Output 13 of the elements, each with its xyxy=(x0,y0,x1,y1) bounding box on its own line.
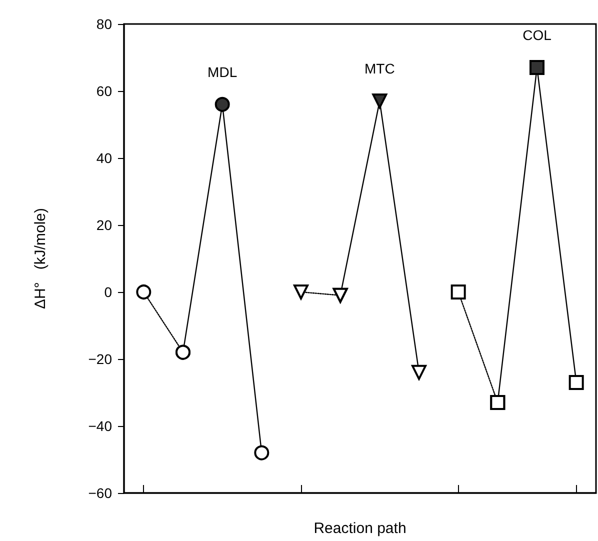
y-tick-label: −20 xyxy=(88,351,112,367)
y-tick-label: 80 xyxy=(96,16,112,32)
y-tick-label: −60 xyxy=(88,485,112,501)
y-tick-label: 40 xyxy=(96,150,112,166)
y-tick-label: −40 xyxy=(88,418,112,434)
y-tick-label: 60 xyxy=(96,83,112,99)
y-tick-label: 0 xyxy=(104,284,112,300)
series-label: MTC xyxy=(364,60,395,77)
series-label: COL xyxy=(522,27,552,44)
x-axis-title: Reaction path xyxy=(314,520,406,537)
series-label: MDL xyxy=(208,64,238,80)
y-axis-title: ΔH° (kJ/mole) xyxy=(32,208,49,310)
y-tick-label: 20 xyxy=(96,217,112,233)
